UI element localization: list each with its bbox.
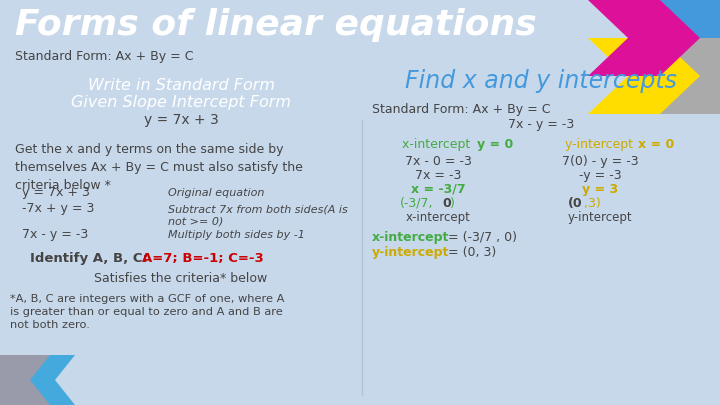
Text: -y = -3: -y = -3	[579, 169, 621, 182]
Polygon shape	[588, 38, 700, 114]
Text: 7x = -3: 7x = -3	[415, 169, 462, 182]
Polygon shape	[0, 355, 75, 405]
Text: x-intercept: x-intercept	[405, 211, 470, 224]
Text: Standard Form: Ax + By = C: Standard Form: Ax + By = C	[372, 103, 551, 116]
Bar	[0, 0, 580, 120]
Text: x = 0: x = 0	[638, 138, 674, 151]
Text: y = 7x + 3: y = 7x + 3	[22, 186, 90, 199]
Text: not >= 0): not >= 0)	[168, 216, 223, 226]
Text: (0: (0	[568, 197, 582, 210]
Text: is greater than or equal to zero and A and B are: is greater than or equal to zero and A a…	[10, 307, 283, 317]
Text: ): )	[450, 197, 455, 210]
Text: x = -3/7: x = -3/7	[410, 183, 465, 196]
Text: Subtract 7x from both sides(A is: Subtract 7x from both sides(A is	[168, 204, 348, 214]
Text: 7x - y = -3: 7x - y = -3	[22, 228, 89, 241]
Text: Forms of linear equations: Forms of linear equations	[15, 8, 536, 42]
Text: not both zero.: not both zero.	[10, 320, 90, 330]
Text: = (-3/7 , 0): = (-3/7 , 0)	[444, 231, 517, 244]
Text: y-intercept: y-intercept	[565, 138, 637, 151]
Text: Identify A, B, C:: Identify A, B, C:	[30, 252, 148, 265]
Text: y-intercept: y-intercept	[567, 211, 632, 224]
Text: (-3/7,: (-3/7,	[400, 197, 433, 210]
Text: Write in Standard Form: Write in Standard Form	[88, 78, 274, 93]
Text: A=7; B=-1; C=-3: A=7; B=-1; C=-3	[142, 252, 264, 265]
Text: -7x + y = 3: -7x + y = 3	[22, 202, 94, 215]
Text: y = 7x + 3: y = 7x + 3	[143, 113, 218, 127]
Text: 7(0) - y = -3: 7(0) - y = -3	[562, 155, 639, 168]
Text: y-intercept: y-intercept	[372, 246, 449, 259]
Text: Multiply both sides by -1: Multiply both sides by -1	[168, 230, 305, 240]
Text: ,3): ,3)	[584, 197, 600, 210]
Text: Get the x and y terms on the same side by
themselves Ax + By = C must also satis: Get the x and y terms on the same side b…	[15, 143, 303, 192]
Text: y = 0: y = 0	[477, 138, 513, 151]
Text: Find x and y intercepts: Find x and y intercepts	[405, 69, 677, 93]
Text: Original equation: Original equation	[168, 188, 264, 198]
Text: 7x - y = -3: 7x - y = -3	[508, 118, 574, 131]
Text: 7x - 0 = -3: 7x - 0 = -3	[405, 155, 472, 168]
Polygon shape	[588, 0, 700, 76]
Text: Satisfies the criteria* below: Satisfies the criteria* below	[94, 272, 268, 285]
Text: y = 3: y = 3	[582, 183, 618, 196]
Polygon shape	[0, 355, 50, 405]
Polygon shape	[648, 0, 720, 76]
Text: x-intercept: x-intercept	[372, 231, 449, 244]
Text: x-intercept: x-intercept	[402, 138, 474, 151]
Text: Standard Form: Ax + By = C: Standard Form: Ax + By = C	[15, 50, 194, 63]
Text: Given Slope Intercept Form: Given Slope Intercept Form	[71, 95, 291, 110]
Text: *A, B, C are integers with a GCF of one, where A: *A, B, C are integers with a GCF of one,…	[10, 294, 284, 304]
Polygon shape	[648, 38, 720, 114]
Text: 0: 0	[442, 197, 451, 210]
Text: = (0, 3): = (0, 3)	[444, 246, 496, 259]
